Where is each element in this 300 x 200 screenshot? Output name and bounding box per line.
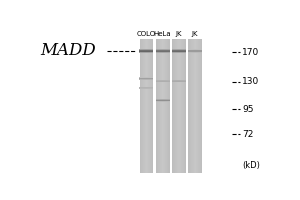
Bar [139,51,153,52]
Bar [172,50,186,51]
Bar [173,39,174,173]
Text: 130: 130 [242,77,260,86]
Bar [184,39,185,173]
Bar [161,39,162,173]
Bar [195,39,196,173]
Bar [163,39,164,173]
Bar [188,39,189,173]
Bar [189,39,190,173]
Text: 95: 95 [242,105,254,114]
Bar [190,39,191,173]
Bar [183,39,184,173]
Bar [199,39,200,173]
Bar [166,39,167,173]
Bar [178,39,179,173]
Bar [160,39,161,173]
Text: COLO: COLO [137,31,156,37]
Bar [191,39,192,173]
Bar [140,39,141,173]
Bar [141,39,142,173]
Bar [143,39,144,173]
Bar [147,39,148,173]
Bar [139,49,153,50]
Bar [148,39,149,173]
Bar [156,49,170,50]
Bar [169,39,170,173]
Bar [181,39,182,173]
Bar [179,39,180,173]
Bar [182,39,183,173]
Bar [168,39,169,173]
Bar [167,39,168,173]
Bar [139,52,153,53]
Bar [172,52,186,53]
Bar [193,39,194,173]
Bar [200,39,201,173]
Text: MADD: MADD [40,42,96,59]
Bar [156,51,170,52]
Bar [192,39,193,173]
Bar [172,39,173,173]
Bar [153,39,154,173]
Bar [142,39,143,173]
Bar [150,39,151,173]
Text: JK: JK [176,31,182,37]
Text: 170: 170 [242,48,260,57]
Bar [177,39,178,173]
Bar [172,51,186,52]
Text: HeLa: HeLa [154,31,171,37]
Bar [159,39,160,173]
Bar [152,39,153,173]
Bar [149,39,150,173]
Bar [157,39,158,173]
Bar [162,39,163,173]
Bar [145,39,146,173]
Text: JK: JK [192,31,198,37]
Text: (kD): (kD) [242,161,260,170]
Bar [196,39,197,173]
Bar [146,39,147,173]
Bar [156,39,157,173]
Bar [198,39,199,173]
Bar [174,39,175,173]
Bar [165,39,166,173]
Bar [194,39,195,173]
Bar [164,39,165,173]
Text: 72: 72 [242,130,254,139]
Bar [139,50,153,51]
Bar [172,49,186,50]
Bar [158,39,159,173]
Bar [144,39,145,173]
Bar [151,39,152,173]
Bar [156,52,170,53]
Bar [156,50,170,51]
Bar [176,39,177,173]
Bar [197,39,198,173]
Bar [175,39,176,173]
Bar [180,39,181,173]
Bar [185,39,186,173]
Bar [201,39,202,173]
